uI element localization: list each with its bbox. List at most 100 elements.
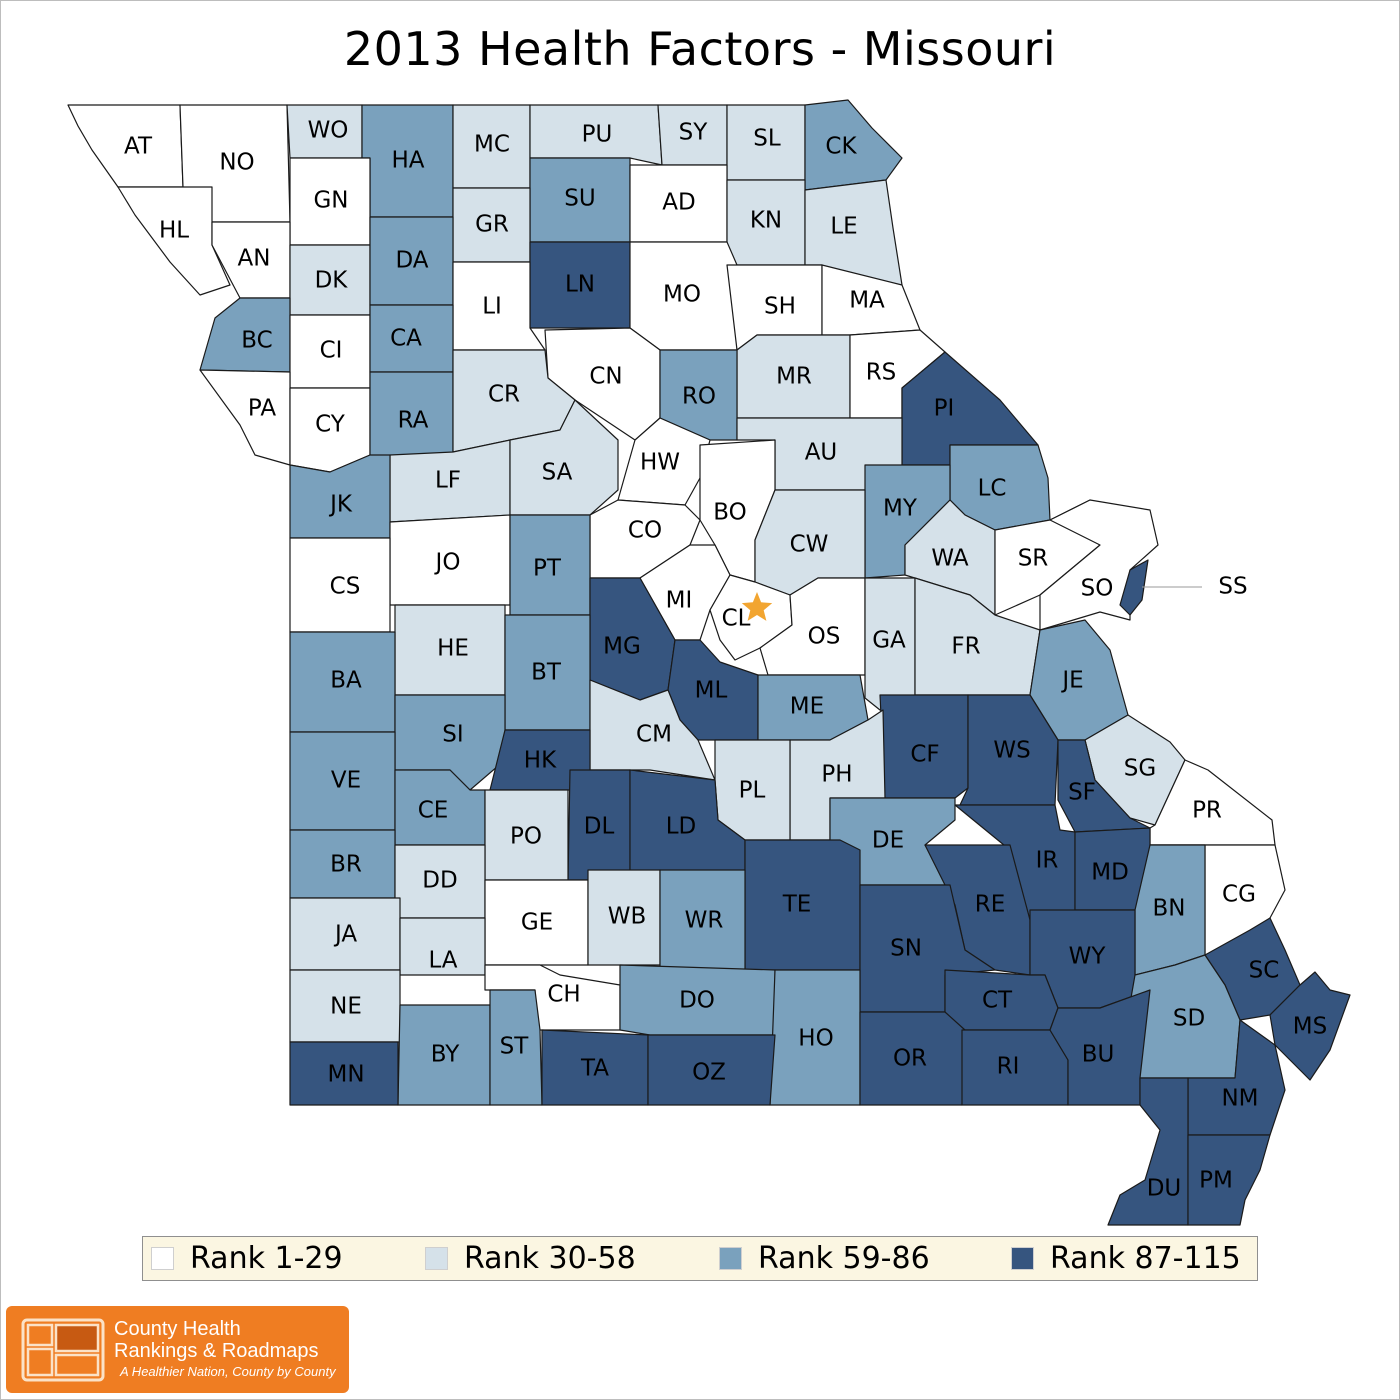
county-label-pr: PR <box>1192 798 1222 824</box>
state-capital-star-icon <box>741 592 773 621</box>
county-label-du: DU <box>1147 1176 1182 1202</box>
county-label-ci: CI <box>320 338 343 364</box>
county-label-ge: GE <box>521 910 553 936</box>
legend-swatch <box>1011 1247 1034 1270</box>
legend: Rank 1-29 Rank 30-58 Rank 59-86 Rank 87-115 <box>142 1236 1258 1281</box>
county-label-ck: CK <box>825 134 857 160</box>
county-label-br: BR <box>330 852 362 878</box>
county-label-ln: LN <box>565 272 595 298</box>
county-label-la: LA <box>428 948 457 974</box>
county-label-gr: GR <box>475 212 509 238</box>
county-label-an: AN <box>238 246 271 272</box>
county-label-su: SU <box>564 186 595 212</box>
legend-swatch <box>151 1247 174 1270</box>
county-label-pm: PM <box>1199 1168 1233 1194</box>
county-label-mg: MG <box>603 634 641 660</box>
county-label-hl: HL <box>159 218 189 244</box>
county-label-pi: PI <box>934 396 955 422</box>
county-label-ra: RA <box>398 408 429 434</box>
county-ss <box>1119 559 1149 616</box>
county-label-bu: BU <box>1082 1042 1115 1068</box>
county-label-jk: JK <box>328 492 353 518</box>
county-label-wr: WR <box>685 908 724 934</box>
county-label-rs: RS <box>866 360 897 386</box>
county-label-sd: SD <box>1173 1006 1205 1032</box>
county-label-si: SI <box>442 722 463 748</box>
county-label-bo: BO <box>713 500 746 526</box>
county-label-bt: BT <box>531 660 562 686</box>
county-label-pa: PA <box>248 396 276 422</box>
county-label-bn: BN <box>1153 896 1186 922</box>
county-label-cl: CL <box>722 606 751 632</box>
county-label-sg: SG <box>1124 756 1156 782</box>
county-label-me: ME <box>790 694 824 720</box>
county-label-fr: FR <box>951 634 980 660</box>
county-pm <box>1187 1134 1271 1226</box>
county-label-dl: DL <box>584 814 615 840</box>
county-label-hk: HK <box>524 748 557 774</box>
map-title: 2013 Health Factors - Missouri <box>343 22 1057 76</box>
legend-item: Rank 87-115 <box>1011 1237 1241 1280</box>
county-label-lc: LC <box>978 476 1007 502</box>
county-label-re: RE <box>975 892 1006 918</box>
county-label-wo: WO <box>308 118 349 144</box>
county-label-ws: WS <box>993 738 1030 764</box>
county-label-au: AU <box>805 440 838 466</box>
county-label-dk: DK <box>315 268 349 294</box>
county-label-sl: SL <box>753 126 781 152</box>
county-label-te: TE <box>782 892 812 918</box>
logo-map-icon <box>21 1318 105 1382</box>
county-label-wy: WY <box>1069 944 1107 970</box>
county-hl <box>117 186 231 296</box>
county-du <box>1107 1077 1189 1226</box>
county-ro <box>659 349 738 441</box>
county-label-cs: CS <box>330 574 361 600</box>
county-label-da: DA <box>395 248 428 274</box>
county-label-sr: SR <box>1018 546 1049 572</box>
legend-item: Rank 1-29 <box>151 1237 343 1280</box>
county-label-ri: RI <box>997 1054 1020 1080</box>
county-label-cf: CF <box>910 742 939 768</box>
county-label-pl: PL <box>739 778 766 804</box>
county-label-ct: CT <box>982 988 1013 1014</box>
county-label-ce: CE <box>418 798 449 824</box>
county-label-cy: CY <box>315 412 346 438</box>
county-label-so: SO <box>1081 576 1114 602</box>
legend-label: Rank 59-86 <box>758 1241 930 1276</box>
county-label-mn: MN <box>327 1062 364 1088</box>
county-label-co: CO <box>628 518 662 544</box>
logo-tagline: A Healthier Nation, County by County <box>120 1364 336 1379</box>
county-label-os: OS <box>808 624 841 650</box>
county-pa <box>199 369 291 466</box>
county-label-cw: CW <box>790 532 829 558</box>
county-label-mi: MI <box>666 588 693 614</box>
county-label-my: MY <box>883 496 918 522</box>
county-label-pu: PU <box>582 122 613 148</box>
county-label-sf: SF <box>1068 780 1096 806</box>
county-label-ho: HO <box>798 1026 833 1052</box>
logo-title-line2: Rankings & Roadmaps <box>114 1340 319 1362</box>
county-label-ss: SS <box>1218 574 1247 600</box>
county-label-mo: MO <box>663 282 701 308</box>
county-label-bc: BC <box>241 328 272 354</box>
county-st <box>489 989 543 1106</box>
county-label-mc: MC <box>474 132 510 158</box>
legend-item: Rank 30-58 <box>425 1237 636 1280</box>
county-label-gn: GN <box>313 188 348 214</box>
county-ms <box>1269 971 1351 1081</box>
county-label-ba: BA <box>330 668 362 694</box>
county-label-dd: DD <box>422 868 457 894</box>
county-sf <box>1057 739 1151 833</box>
county-label-ld: LD <box>666 814 697 840</box>
county-label-cr: CR <box>488 382 520 408</box>
county-label-ja: JA <box>333 922 357 948</box>
county-oz <box>647 1034 776 1106</box>
county-label-nm: NM <box>1221 1086 1258 1112</box>
county-label-by: BY <box>431 1042 461 1068</box>
county-label-cg: CG <box>1222 882 1256 908</box>
county-label-li: LI <box>482 294 502 320</box>
county-label-ga: GA <box>872 628 906 654</box>
county-label-sy: SY <box>679 120 709 146</box>
logo-title-line1: County Health <box>114 1318 241 1340</box>
